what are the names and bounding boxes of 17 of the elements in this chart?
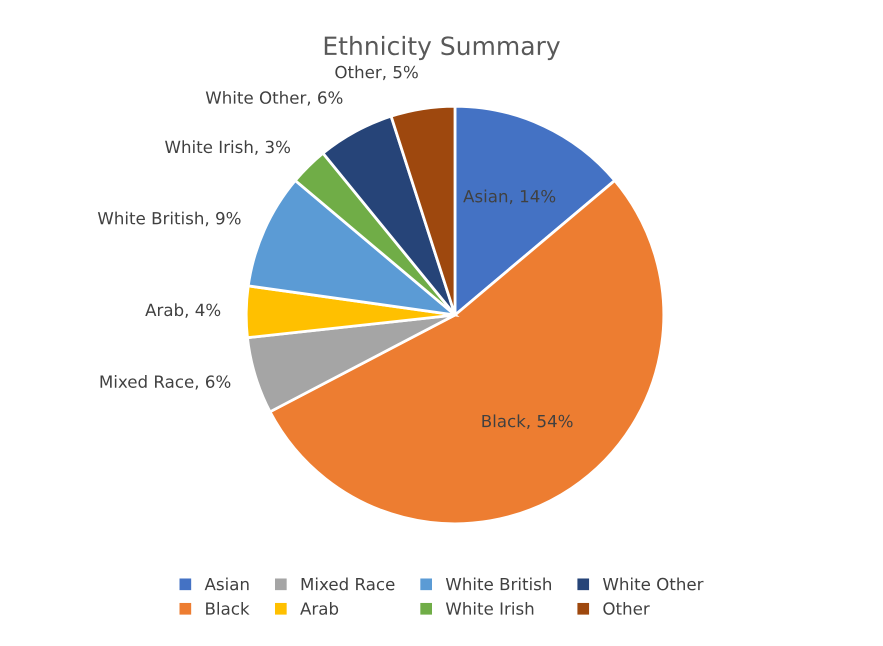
legend-label: Black: [206, 602, 250, 615]
legend-label: White British: [446, 577, 551, 590]
legend-label: White Irish: [446, 602, 534, 615]
legend-label: White Other: [602, 577, 704, 590]
legend-label: Arab: [300, 602, 338, 615]
chart-title: Ethnicity Summary: [324, 36, 560, 60]
data-label: White British, 9%: [98, 212, 241, 226]
legend-label: Mixed Race: [302, 577, 394, 590]
legend-label: Asian: [204, 577, 249, 590]
legend-label: Other: [603, 602, 650, 615]
data-label: White Irish, 3%: [165, 140, 290, 155]
data-label: Asian, 14%: [463, 190, 556, 204]
data-label: Black, 54%: [482, 414, 573, 430]
data-label: Arab, 4%: [145, 303, 220, 318]
data-label: Other, 5%: [335, 65, 418, 80]
data-label: White Other, 6%: [206, 91, 342, 106]
data-label: Mixed Race, 6%: [100, 375, 230, 390]
